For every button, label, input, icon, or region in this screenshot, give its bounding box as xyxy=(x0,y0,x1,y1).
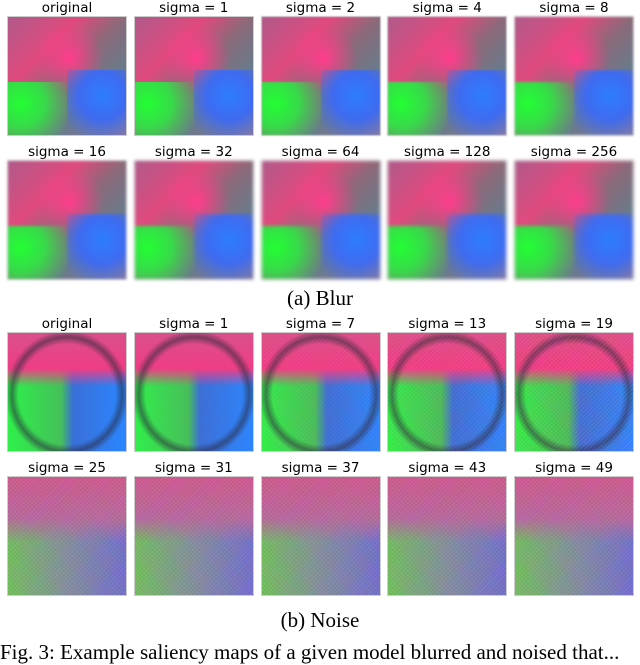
panel-label: sigma = 16 xyxy=(28,144,106,160)
saliency-image xyxy=(514,160,634,280)
panel-label: sigma = 128 xyxy=(404,144,491,160)
blur-panel: original xyxy=(7,0,127,136)
saliency-image xyxy=(387,476,508,596)
saliency-image xyxy=(7,332,127,452)
saliency-image xyxy=(514,16,634,136)
noise-row-1: original sigma = 1 sigma = 7 sigma = 13 … xyxy=(0,316,640,452)
saliency-image xyxy=(7,476,127,596)
noise-panel: sigma = 7 xyxy=(260,316,381,452)
blur-panel: sigma = 64 xyxy=(260,144,381,280)
noise-row-2: sigma = 25 sigma = 31 sigma = 37 sigma =… xyxy=(0,460,640,596)
noise-panel: sigma = 25 xyxy=(7,460,127,596)
noise-panel: sigma = 49 xyxy=(514,460,634,596)
noise-panel: sigma = 37 xyxy=(260,460,381,596)
panel-label: original xyxy=(41,0,93,16)
noise-grid: original sigma = 1 sigma = 7 sigma = 13 … xyxy=(0,316,640,596)
blur-panel: sigma = 16 xyxy=(7,144,127,280)
saliency-image xyxy=(514,332,634,452)
saliency-image xyxy=(260,476,381,596)
subcaption-blur: (a) Blur xyxy=(287,286,353,310)
panel-label: sigma = 256 xyxy=(530,144,618,160)
blur-panel: sigma = 128 xyxy=(387,144,508,280)
saliency-image xyxy=(260,332,381,452)
panel-label: sigma = 37 xyxy=(281,460,360,476)
blur-row-1: original sigma = 1 sigma = 2 sigma = 4 s… xyxy=(0,0,640,136)
saliency-image xyxy=(133,476,254,596)
saliency-image xyxy=(514,476,634,596)
panel-label: sigma = 31 xyxy=(154,460,233,476)
blur-panel: sigma = 32 xyxy=(133,144,254,280)
panel-label: sigma = 13 xyxy=(408,316,487,332)
noise-panel: sigma = 43 xyxy=(387,460,508,596)
panel-label: sigma = 49 xyxy=(535,460,613,476)
panel-label: sigma = 19 xyxy=(535,316,613,332)
saliency-image xyxy=(260,160,381,280)
blur-panel: sigma = 1 xyxy=(133,0,254,136)
noise-panel: sigma = 1 xyxy=(133,316,254,452)
saliency-image xyxy=(133,160,254,280)
blur-panel: sigma = 2 xyxy=(260,0,381,136)
noise-panel: sigma = 31 xyxy=(133,460,254,596)
blur-grid: original sigma = 1 sigma = 2 sigma = 4 s… xyxy=(0,0,640,280)
panel-label: sigma = 25 xyxy=(28,460,106,476)
noise-panel: sigma = 13 xyxy=(387,316,508,452)
panel-label: sigma = 8 xyxy=(539,0,609,16)
panel-label: original xyxy=(41,316,93,332)
panel-label: sigma = 4 xyxy=(412,0,482,16)
noise-panel: original xyxy=(7,316,127,452)
panel-label: sigma = 32 xyxy=(154,144,233,160)
figure-caption: Fig. 3: Example saliency maps of a given… xyxy=(0,640,620,664)
blur-panel: sigma = 8 xyxy=(514,0,634,136)
blur-row-2: sigma = 16 sigma = 32 sigma = 64 sigma =… xyxy=(0,144,640,280)
saliency-image xyxy=(7,16,127,136)
blur-panel: sigma = 256 xyxy=(514,144,634,280)
saliency-image xyxy=(7,160,127,280)
noise-panel: sigma = 19 xyxy=(514,316,634,452)
panel-label: sigma = 2 xyxy=(285,0,356,16)
panel-label: sigma = 64 xyxy=(281,144,360,160)
saliency-image xyxy=(387,160,508,280)
panel-label: sigma = 1 xyxy=(159,0,229,16)
panel-label: sigma = 7 xyxy=(285,316,356,332)
subcaption-noise: (b) Noise xyxy=(280,608,360,632)
saliency-image xyxy=(260,16,381,136)
saliency-image xyxy=(133,332,254,452)
panel-label: sigma = 1 xyxy=(159,316,229,332)
saliency-image xyxy=(387,332,508,452)
blur-panel: sigma = 4 xyxy=(387,0,508,136)
saliency-image xyxy=(133,16,254,136)
saliency-image xyxy=(387,16,508,136)
panel-label: sigma = 43 xyxy=(408,460,487,476)
